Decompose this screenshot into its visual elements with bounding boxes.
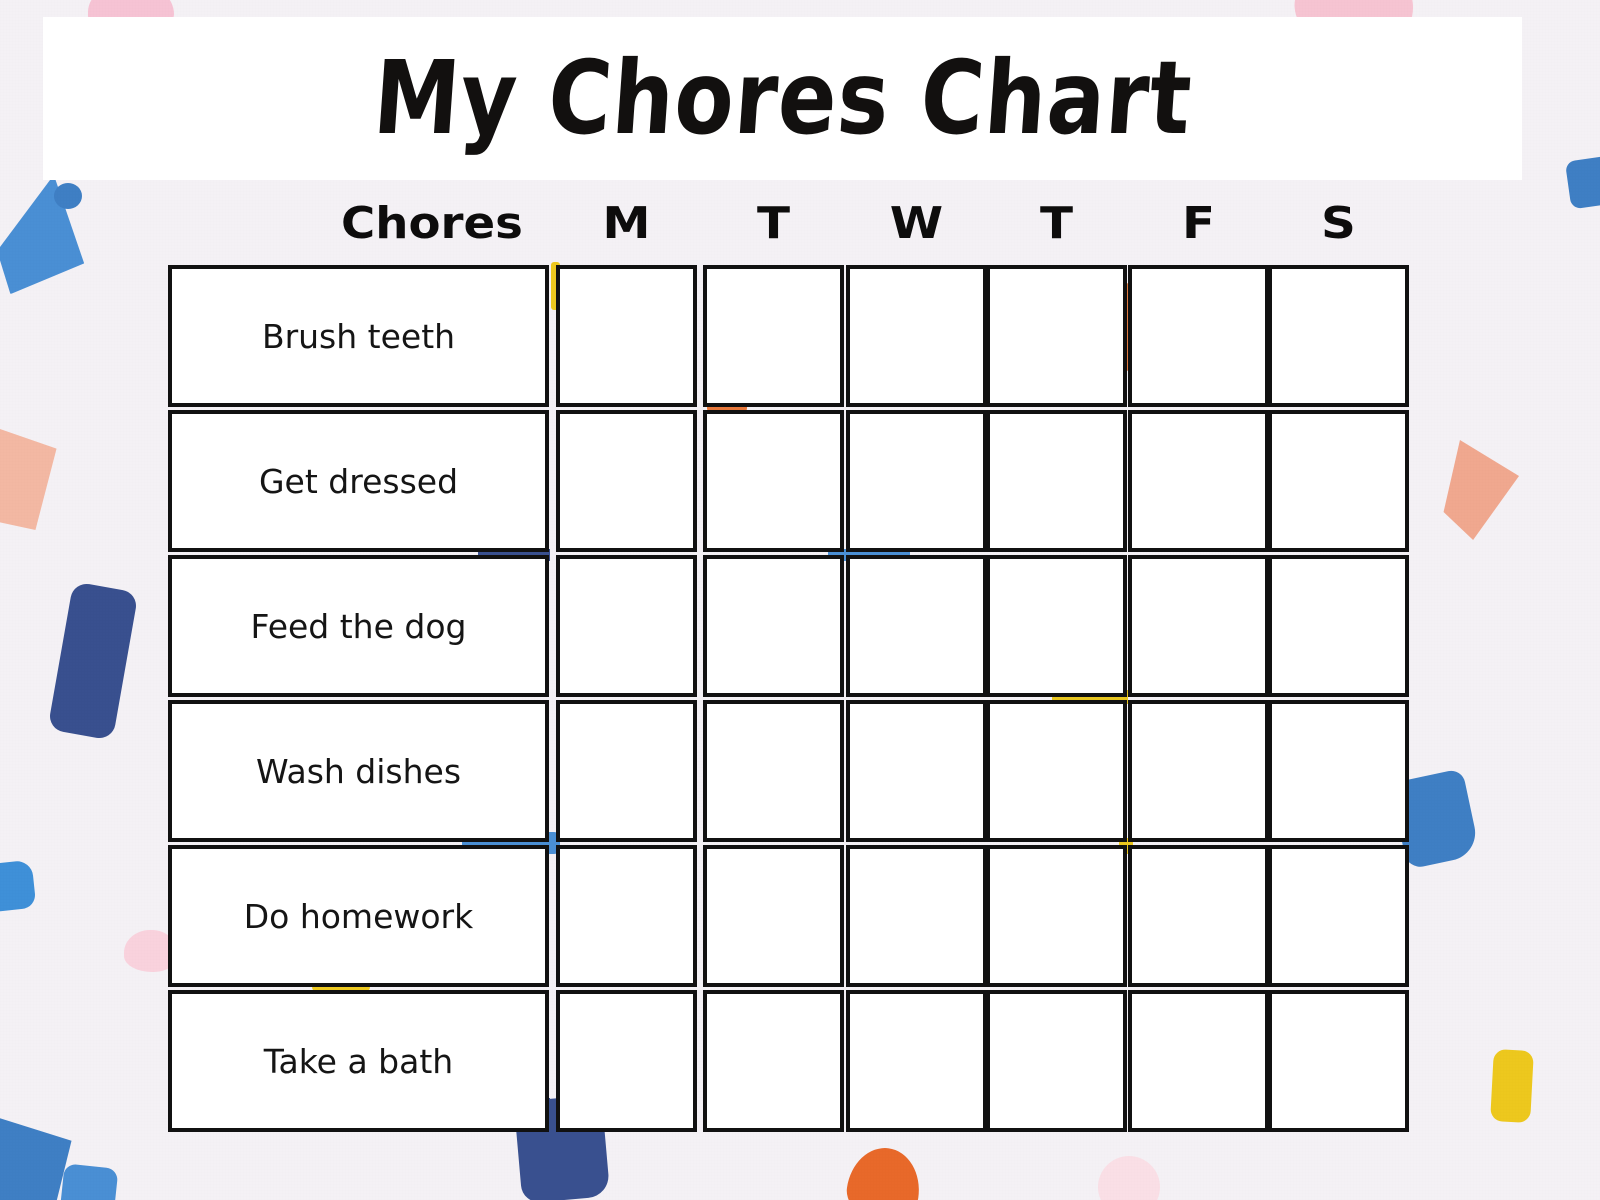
checkbox-cell-thu[interactable] [986, 555, 1127, 697]
checkbox-cell-mon[interactable] [556, 410, 697, 552]
accent-yellow-col1-top [551, 262, 560, 310]
chore-label-cell: Wash dishes [168, 700, 549, 842]
checkbox-cell-sat[interactable] [1268, 410, 1409, 552]
chore-label-cell: Take a bath [168, 990, 549, 1132]
confetti-pink-wedge-left [0, 420, 57, 530]
column-header-day-sat: S [1321, 198, 1356, 249]
title-banner: My Chores Chart [43, 17, 1522, 180]
table-header-row: Chores M T W T F S [168, 196, 1406, 252]
checkbox-cell-mon[interactable] [556, 555, 697, 697]
confetti-blue-rect-topright [1564, 154, 1600, 210]
checkbox-cell-mon[interactable] [556, 845, 697, 987]
checkbox-cell-wed[interactable] [846, 265, 987, 407]
checkbox-cell-fri[interactable] [1128, 700, 1269, 842]
chore-name: Feed the dog [250, 606, 467, 646]
column-header-day-wed: W [889, 198, 944, 249]
checkbox-cell-thu[interactable] [986, 990, 1127, 1132]
checkbox-cell-mon[interactable] [556, 990, 697, 1132]
confetti-orange-blob-bottom [843, 1143, 925, 1200]
chore-name: Do homework [243, 896, 474, 936]
checkbox-cell-fri[interactable] [1128, 410, 1269, 552]
checkbox-cell-tue[interactable] [703, 845, 844, 987]
column-header-chores: Chores [341, 198, 523, 249]
checkbox-cell-tue[interactable] [703, 555, 844, 697]
checkbox-cell-fri[interactable] [1128, 555, 1269, 697]
checkbox-cell-wed[interactable] [846, 845, 987, 987]
checkbox-cell-thu[interactable] [986, 410, 1127, 552]
checkbox-cell-fri[interactable] [1128, 265, 1269, 407]
checkbox-cell-mon[interactable] [556, 265, 697, 407]
checkbox-cell-sat[interactable] [1268, 700, 1409, 842]
checkbox-cell-thu[interactable] [986, 265, 1127, 407]
column-header-day-thu: T [1039, 198, 1073, 249]
confetti-blue-dot-left [54, 183, 82, 209]
page-title: My Chores Chart [369, 39, 1196, 158]
checkbox-cell-wed[interactable] [846, 700, 987, 842]
chore-label-cell: Brush teeth [168, 265, 549, 407]
chore-name: Get dressed [258, 461, 459, 501]
column-header-day-mon: M [602, 198, 651, 249]
checkbox-cell-tue[interactable] [703, 700, 844, 842]
checkbox-cell-sat[interactable] [1268, 990, 1409, 1132]
checkbox-cell-tue[interactable] [703, 265, 844, 407]
checkbox-cell-wed[interactable] [846, 410, 987, 552]
chore-name: Wash dishes [255, 751, 462, 791]
column-header-day-tue: T [756, 198, 790, 249]
confetti-peach-triangle-right [1443, 440, 1519, 540]
confetti-yellow-rect-right [1490, 1049, 1534, 1123]
checkbox-cell-wed[interactable] [846, 990, 987, 1132]
checkbox-cell-sat[interactable] [1268, 265, 1409, 407]
chore-name: Take a bath [263, 1041, 454, 1081]
confetti-navy-bar-left [47, 581, 139, 741]
confetti-pink-circle-bottom [1098, 1156, 1160, 1200]
checkbox-cell-sat[interactable] [1268, 555, 1409, 697]
checkbox-cell-fri[interactable] [1128, 990, 1269, 1132]
confetti-blue-wedge-bottomleft [0, 1112, 72, 1200]
confetti-blue-triangle-left [0, 173, 86, 295]
confetti-blue-chip-lowerleft [0, 859, 37, 913]
checkbox-cell-tue[interactable] [703, 410, 844, 552]
confetti-blue-chip-bottom [59, 1163, 119, 1200]
chore-label-cell: Feed the dog [168, 555, 549, 697]
chore-name: Brush teeth [261, 316, 456, 356]
checkbox-cell-fri[interactable] [1128, 845, 1269, 987]
checkbox-cell-thu[interactable] [986, 700, 1127, 842]
column-header-day-fri: F [1181, 198, 1216, 249]
chore-label-cell: Do homework [168, 845, 549, 987]
checkbox-cell-sat[interactable] [1268, 845, 1409, 987]
checkbox-cell-tue[interactable] [703, 990, 844, 1132]
checkbox-cell-mon[interactable] [556, 700, 697, 842]
checkbox-cell-wed[interactable] [846, 555, 987, 697]
checkbox-cell-thu[interactable] [986, 845, 1127, 987]
chore-label-cell: Get dressed [168, 410, 549, 552]
